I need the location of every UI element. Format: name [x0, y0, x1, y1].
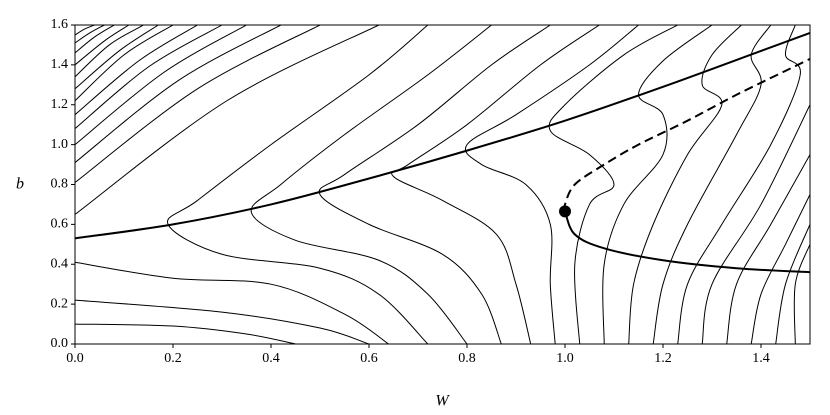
contour-line	[75, 25, 247, 146]
y-tick-label: 0.0	[51, 336, 69, 351]
y-tick-label: 1.6	[51, 17, 69, 32]
contour-line	[628, 25, 742, 344]
contour-line	[548, 25, 678, 344]
contour-line	[652, 25, 772, 344]
contour-line	[465, 25, 639, 344]
contour-line	[391, 25, 600, 344]
contour-line	[75, 25, 282, 163]
contour-line	[318, 25, 551, 344]
y-tick-label: 1.0	[51, 137, 69, 152]
x-axis-label: W	[435, 393, 450, 410]
x-tick-label: 0.8	[458, 351, 476, 366]
x-tick-label: 1.2	[654, 351, 672, 366]
contour-line	[75, 299, 370, 344]
x-tick-label: 0.6	[360, 351, 378, 366]
plot-area	[75, 25, 810, 344]
contour-line	[75, 25, 223, 130]
y-tick-label: 1.2	[51, 97, 69, 112]
contour-line	[250, 25, 492, 344]
contour-line	[75, 25, 174, 102]
x-tick-label: 1.0	[556, 351, 574, 366]
contour-line	[166, 25, 429, 344]
contour-line	[75, 25, 321, 183]
contour-line	[726, 154, 810, 344]
contour-line	[701, 104, 810, 344]
x-tick-label: 0.2	[164, 351, 182, 366]
x-tick-label: 0.0	[66, 351, 84, 366]
y-tick-label: 0.4	[51, 256, 69, 271]
contour-line	[75, 25, 380, 215]
y-axis-label: b	[16, 176, 24, 193]
contour-line	[75, 25, 95, 36]
dashed-curve	[563, 57, 810, 212]
contour-line	[750, 194, 810, 344]
contour-line	[75, 25, 105, 44]
contour-line	[677, 25, 801, 344]
contour-line	[602, 25, 713, 344]
contour-line	[75, 25, 144, 78]
y-tick-label: 1.4	[51, 57, 69, 72]
y-tick-label: 0.8	[51, 177, 69, 192]
contour-line	[75, 25, 198, 116]
contour-line	[75, 25, 130, 66]
contour-line	[775, 224, 810, 344]
contour-line	[75, 25, 159, 90]
solid-curve	[75, 32, 810, 240]
x-tick-label: 1.4	[752, 351, 770, 366]
y-tick-label: 0.2	[51, 296, 69, 311]
y-tick-label: 0.6	[51, 217, 69, 232]
contour-line	[75, 323, 296, 344]
solid-curve	[564, 211, 810, 274]
marker-point	[559, 205, 571, 218]
contour-line	[75, 25, 115, 54]
x-tick-label: 0.4	[262, 351, 280, 366]
contour-line	[75, 261, 389, 344]
contour-line	[793, 244, 810, 344]
